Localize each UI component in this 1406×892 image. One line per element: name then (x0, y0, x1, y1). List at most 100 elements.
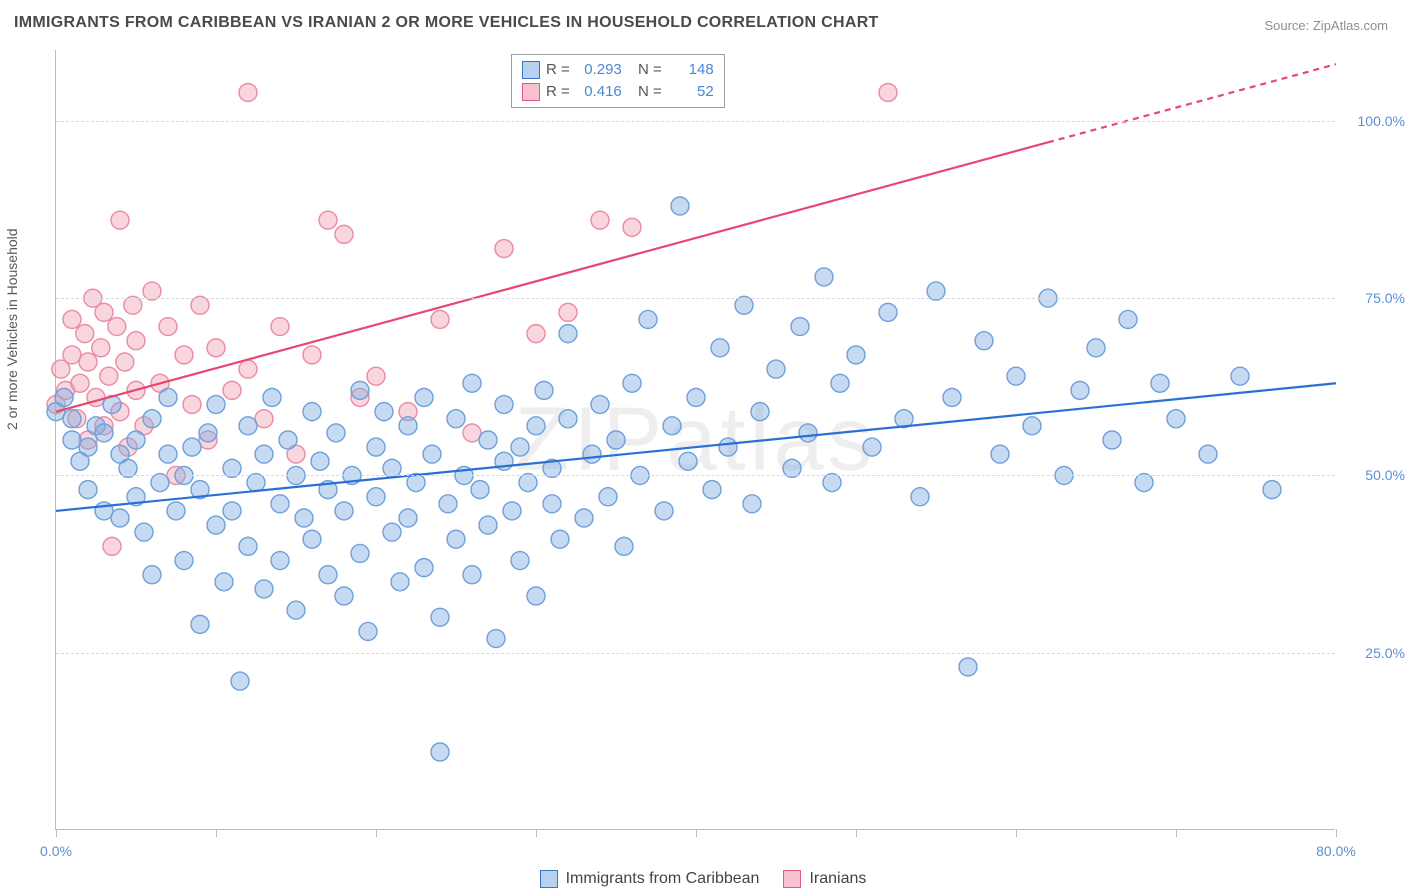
caribbean-point (791, 318, 809, 336)
caribbean-point (79, 438, 97, 456)
caribbean-point (847, 346, 865, 364)
y-tick-label: 75.0% (1345, 290, 1405, 306)
caribbean-point (751, 403, 769, 421)
caribbean-point (423, 445, 441, 463)
caribbean-point (663, 417, 681, 435)
caribbean-point (1103, 431, 1121, 449)
stat-r-value: 0.293 (576, 59, 622, 81)
caribbean-point (215, 573, 233, 591)
iranian-point (127, 332, 145, 350)
legend-swatch-icon (522, 61, 540, 79)
caribbean-point (199, 424, 217, 442)
y-tick-label: 50.0% (1345, 467, 1405, 483)
caribbean-point (447, 530, 465, 548)
caribbean-point (495, 396, 513, 414)
iranian-point (103, 537, 121, 555)
caribbean-point (559, 325, 577, 343)
caribbean-point (879, 303, 897, 321)
series-legend-item: Iranians (783, 870, 866, 888)
iranian-point (71, 374, 89, 392)
gridline-horizontal (56, 121, 1335, 122)
x-tick-label: 0.0% (40, 843, 72, 859)
iranian-point (591, 211, 609, 229)
x-tick-label: 80.0% (1316, 843, 1356, 859)
caribbean-point (535, 381, 553, 399)
caribbean-point (799, 424, 817, 442)
caribbean-point (591, 396, 609, 414)
caribbean-point (1087, 339, 1105, 357)
caribbean-point (1231, 367, 1249, 385)
caribbean-point (991, 445, 1009, 463)
gridline-horizontal (56, 298, 1335, 299)
caribbean-point (311, 452, 329, 470)
caribbean-point (135, 523, 153, 541)
iranian-point (431, 310, 449, 328)
caribbean-point (679, 452, 697, 470)
caribbean-point (767, 360, 785, 378)
series-legend-label: Immigrants from Caribbean (566, 870, 760, 888)
caribbean-point (399, 509, 417, 527)
x-tick (56, 829, 57, 837)
caribbean-point (599, 488, 617, 506)
iranian-point (63, 346, 81, 364)
caribbean-point (367, 488, 385, 506)
iranian-point (92, 339, 110, 357)
scatter-svg (56, 50, 1336, 830)
stat-n-label: N = (638, 81, 662, 103)
caribbean-point (1071, 381, 1089, 399)
caribbean-point (471, 481, 489, 499)
iranian-point (319, 211, 337, 229)
caribbean-point (623, 374, 641, 392)
caribbean-point (1023, 417, 1041, 435)
caribbean-point (335, 587, 353, 605)
caribbean-point (943, 388, 961, 406)
iranian-point (255, 410, 273, 428)
caribbean-point (375, 403, 393, 421)
stat-r-value: 0.416 (576, 81, 622, 103)
caribbean-point (655, 502, 673, 520)
caribbean-point (511, 438, 529, 456)
caribbean-point (615, 537, 633, 555)
x-tick (1336, 829, 1337, 837)
caribbean-point (1119, 310, 1137, 328)
stat-legend-row: R = 0.293 N = 148 (522, 59, 714, 81)
iranian-point (335, 225, 353, 243)
iranian-trendline (56, 142, 1048, 411)
caribbean-point (639, 310, 657, 328)
caribbean-point (279, 431, 297, 449)
iranian-point (303, 346, 321, 364)
source-attribution: Source: ZipAtlas.com (1264, 18, 1388, 33)
stat-n-value: 148 (668, 59, 714, 81)
iranian-point (175, 346, 193, 364)
caribbean-point (527, 587, 545, 605)
caribbean-point (1263, 481, 1281, 499)
legend-swatch-icon (522, 83, 540, 101)
caribbean-point (391, 573, 409, 591)
chart-title: IMMIGRANTS FROM CARIBBEAN VS IRANIAN 2 O… (14, 14, 879, 32)
legend-swatch-icon (783, 870, 801, 888)
iranian-point (63, 310, 81, 328)
caribbean-point (159, 445, 177, 463)
caribbean-point (95, 424, 113, 442)
caribbean-point (239, 537, 257, 555)
iranian-point (79, 353, 97, 371)
caribbean-point (351, 381, 369, 399)
caribbean-point (551, 530, 569, 548)
caribbean-point (295, 509, 313, 527)
caribbean-point (359, 622, 377, 640)
y-tick-label: 100.0% (1345, 113, 1405, 129)
x-tick (1016, 829, 1017, 837)
caribbean-point (1007, 367, 1025, 385)
iranian-point (239, 84, 257, 102)
caribbean-point (415, 559, 433, 577)
caribbean-point (719, 438, 737, 456)
caribbean-point (703, 481, 721, 499)
caribbean-point (271, 552, 289, 570)
stat-legend-row: R = 0.416 N = 52 (522, 81, 714, 103)
caribbean-point (191, 615, 209, 633)
caribbean-point (367, 438, 385, 456)
stat-n-label: N = (638, 59, 662, 81)
caribbean-point (559, 410, 577, 428)
caribbean-point (271, 495, 289, 513)
iranian-point (223, 381, 241, 399)
